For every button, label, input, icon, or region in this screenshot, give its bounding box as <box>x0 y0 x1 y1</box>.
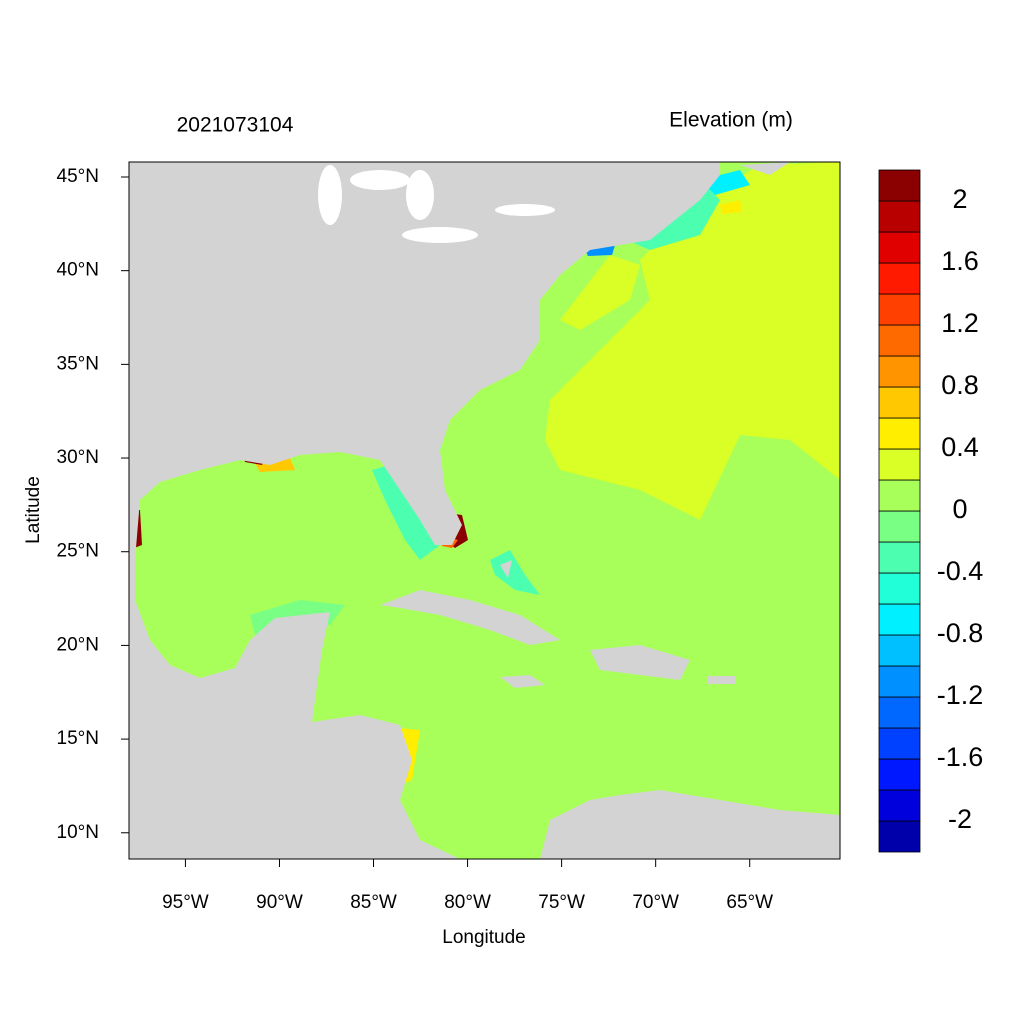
field-region <box>585 245 615 256</box>
land <box>708 676 735 684</box>
colorbar-tick-label: 0 <box>952 494 967 524</box>
x-tick-label: 65°W <box>726 892 773 913</box>
land <box>590 645 690 680</box>
colorbar-box <box>878 417 921 450</box>
colorbar-box <box>878 386 921 419</box>
x-tick-label: 70°W <box>632 892 679 913</box>
colorbar-box <box>878 355 921 388</box>
y-tick-label: 20°N <box>57 634 99 655</box>
colorbar-title: Elevation (m) <box>669 109 793 132</box>
chart-title: 2021073104 <box>177 114 294 137</box>
y-tick-label: 25°N <box>57 541 99 562</box>
x-axis-label: Longitude <box>442 927 525 948</box>
x-tick-label: 90°W <box>256 892 303 913</box>
plot-frame <box>128 161 841 860</box>
x-tick-label: 85°W <box>350 892 397 913</box>
y-tick-label: 40°N <box>57 260 99 281</box>
colorbar-box <box>878 293 921 326</box>
colorbar-box <box>878 789 921 822</box>
y-tick-label: 45°N <box>57 166 99 187</box>
colorbar-box <box>878 727 921 760</box>
colorbar-tick-label: 2 <box>952 184 967 214</box>
colorbar-box <box>878 200 921 233</box>
colorbar-tick-label: 1.2 <box>941 308 979 338</box>
lake <box>406 170 434 220</box>
land <box>500 560 512 578</box>
colorbar-tick-label: -1.6 <box>937 742 984 772</box>
field-region <box>720 200 742 214</box>
colorbar-tick-label: -2 <box>948 804 972 834</box>
land <box>540 790 840 859</box>
colorbar-box <box>878 696 921 729</box>
colorbar-tick-label: 1.6 <box>941 246 979 276</box>
colorbar-box <box>878 541 921 574</box>
colorbar-tick-label: 0.8 <box>941 370 979 400</box>
colorbar-box <box>878 603 921 636</box>
y-tick-label: 30°N <box>57 447 99 468</box>
y-tick-label: 10°N <box>57 822 99 843</box>
colorbar-box <box>878 758 921 791</box>
colorbar-box <box>878 820 921 853</box>
y-tick-label: 15°N <box>57 728 99 749</box>
colorbar-box <box>878 169 921 202</box>
land <box>129 162 720 859</box>
y-axis-label: Latitude <box>23 476 44 544</box>
field-region <box>490 550 540 595</box>
x-tick-label: 80°W <box>444 892 491 913</box>
colorbar-tick-label: -0.4 <box>937 556 984 586</box>
colorbar-tick-label: -1.2 <box>937 680 984 710</box>
colorbar-box <box>878 572 921 605</box>
colorbar-box <box>878 479 921 512</box>
y-tick-label: 35°N <box>57 353 99 374</box>
colorbar-box <box>878 510 921 543</box>
colorbar-tick-label: 0.4 <box>941 432 979 462</box>
field-region <box>700 170 750 195</box>
map-field <box>129 162 840 859</box>
colorbar-tick-label: -0.8 <box>937 618 984 648</box>
x-tick-label: 95°W <box>162 892 209 913</box>
colorbar-box <box>878 665 921 698</box>
lake <box>495 204 555 216</box>
land <box>500 675 545 688</box>
field-region <box>372 462 440 560</box>
colorbar-box <box>878 634 921 667</box>
land <box>380 590 560 645</box>
lake <box>350 170 410 190</box>
lake <box>318 165 342 225</box>
colorbar-box <box>878 262 921 295</box>
colorbar-box <box>878 231 921 264</box>
lake <box>402 227 478 243</box>
x-tick-label: 75°W <box>538 892 585 913</box>
field-region <box>560 255 640 330</box>
land <box>740 162 790 175</box>
colorbar-box <box>878 324 921 357</box>
field-region <box>545 162 840 520</box>
colorbar-box <box>878 448 921 481</box>
